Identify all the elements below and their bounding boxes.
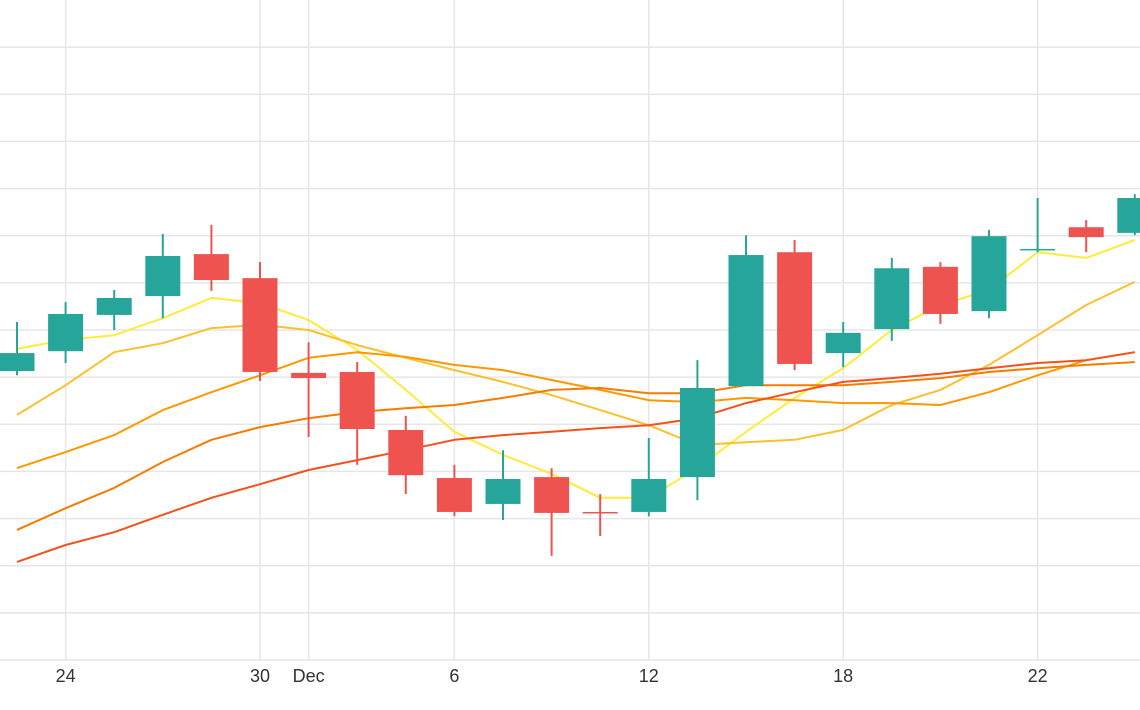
candle-body — [1117, 198, 1140, 233]
candle-body — [971, 236, 1007, 312]
candle-body — [242, 278, 278, 372]
x-tick-label: 12 — [639, 666, 659, 686]
moving-average-line — [16, 280, 1136, 446]
candle-body — [145, 255, 181, 297]
candle-body — [825, 332, 861, 354]
candle-body — [874, 268, 910, 330]
x-tick-label: 30 — [250, 666, 270, 686]
candle-body — [436, 478, 472, 512]
x-tick-label: 22 — [1028, 666, 1048, 686]
candle-body — [1020, 248, 1056, 251]
x-tick-label: 6 — [449, 666, 459, 686]
plot-area — [0, 194, 1140, 563]
candle-body — [339, 371, 375, 429]
x-tick-label: 24 — [56, 666, 76, 686]
candle-body — [388, 429, 424, 476]
x-tick-label: 18 — [833, 666, 853, 686]
candle-body — [96, 297, 132, 315]
candle-body — [631, 478, 667, 512]
candle-body — [534, 477, 570, 513]
moving-average-line — [16, 239, 1136, 499]
candle-body — [1068, 227, 1104, 238]
candle-body — [777, 252, 813, 364]
candle-body — [485, 478, 521, 504]
candle-body — [48, 313, 84, 352]
candle-body — [0, 353, 35, 372]
candle-body — [291, 372, 327, 379]
candle-body — [582, 511, 618, 514]
moving-average-line — [16, 361, 1135, 531]
candle-body — [679, 387, 715, 478]
moving-average-line — [16, 351, 1135, 563]
candle-body — [193, 254, 229, 281]
x-axis: 24 30 Dec 6 12 18 22 — [56, 666, 1048, 686]
x-tick-label: Dec — [293, 666, 325, 686]
candle-body — [922, 266, 958, 314]
moving-average-line — [16, 351, 1135, 470]
candle-body — [728, 255, 764, 387]
grid — [0, 0, 1140, 661]
